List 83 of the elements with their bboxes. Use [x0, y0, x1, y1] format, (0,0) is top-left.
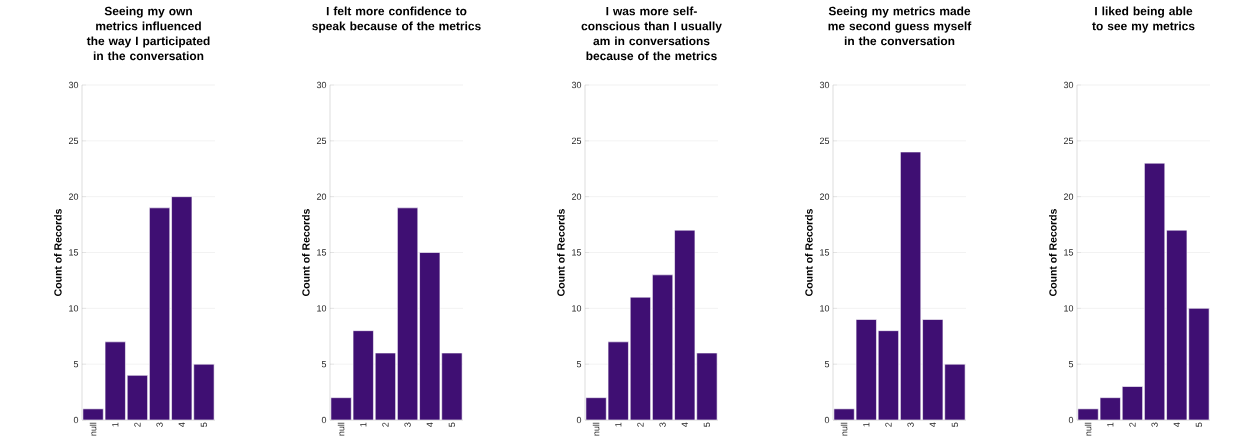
bar [696, 352, 718, 420]
x-tick-label: 1 [615, 422, 622, 427]
x-tick-label: 3 [404, 422, 411, 427]
y-tick-label: 30 [68, 81, 79, 89]
y-tick-label: 20 [68, 193, 79, 200]
y-tick-label: 30 [819, 81, 830, 89]
bar [1188, 308, 1210, 420]
x-tick-label: 2 [637, 422, 644, 427]
x-tick-label: 1 [112, 422, 119, 427]
y-tick-label: 20 [571, 193, 582, 200]
x-tick-label: 2 [885, 422, 892, 427]
y-tick-label: 5 [1068, 361, 1074, 368]
x-tick-label: 3 [1151, 422, 1158, 427]
chart-title: I liked being able to see my metrics [1092, 6, 1195, 33]
y-axis-title: Count of Records [53, 209, 62, 296]
x-tick-label: 4 [426, 422, 433, 427]
y-tick-label: 20 [819, 193, 830, 200]
y-tick-label: 0 [321, 416, 327, 424]
y-tick-label: 5 [73, 361, 79, 368]
x-tick-label: 1 [1107, 422, 1114, 427]
y-tick-label: 5 [321, 361, 327, 368]
bar [652, 274, 674, 420]
bar [1144, 162, 1166, 420]
y-tick-label: 15 [1064, 249, 1074, 256]
y-axis-title: Count of Records [556, 209, 565, 296]
x-tick-label: null [1084, 422, 1092, 436]
x-tick-label: null [89, 422, 97, 436]
x-tick-label: 4 [1173, 422, 1180, 427]
y-tick-label: 25 [68, 137, 79, 145]
x-tick-label: 5 [1195, 422, 1203, 427]
y-tick-label: 20 [316, 193, 327, 200]
y-tick-label: 10 [572, 305, 582, 312]
y-tick-label: 10 [820, 305, 830, 312]
x-tick-label: 5 [951, 422, 959, 427]
y-tick-label: 20 [1063, 193, 1074, 200]
x-tick-label: 4 [681, 422, 688, 427]
x-tick-label: 3 [659, 422, 666, 427]
bar [674, 229, 696, 420]
x-tick-label: 4 [178, 422, 185, 427]
y-axis-title: Count of Records [1049, 209, 1057, 296]
x-tick-label: 1 [863, 422, 870, 427]
x-tick-label: 5 [200, 422, 208, 427]
x-tick-label: 3 [156, 422, 163, 427]
bar [607, 341, 629, 420]
y-tick-label: 15 [820, 249, 830, 256]
y-tick-label: 0 [576, 416, 582, 424]
y-tick-label: 30 [1063, 81, 1074, 89]
y-tick-label: 15 [572, 249, 582, 256]
y-tick-label: 10 [317, 305, 327, 312]
y-axis-title: Count of Records [805, 209, 813, 296]
y-tick-label: 15 [317, 249, 327, 256]
bar [629, 296, 651, 420]
chart-title: Seeing my own metrics influenced the way I participated in the conversation [86, 6, 210, 61]
chart-title: I was more self-conscious than I usually am in conversations because of the metrics [581, 6, 722, 61]
x-tick-label: null [337, 422, 345, 436]
y-tick-label: 10 [69, 305, 79, 312]
y-tick-label: 25 [316, 137, 327, 145]
x-tick-label: 1 [360, 422, 367, 427]
x-tick-label: 5 [703, 422, 711, 427]
y-tick-label: 25 [571, 137, 582, 145]
x-tick-label: null [840, 422, 848, 436]
y-axis-title: Count of Records [301, 209, 310, 296]
y-tick-label: 0 [73, 416, 79, 424]
x-tick-label: null [592, 422, 600, 436]
y-tick-label: 0 [1068, 416, 1074, 424]
y-tick-label: 15 [69, 249, 79, 256]
x-tick-label: 5 [448, 422, 456, 427]
x-tick-label: 3 [907, 422, 914, 427]
y-tick-label: 25 [1063, 137, 1074, 145]
y-tick-label: 0 [824, 416, 830, 424]
bar [1166, 229, 1188, 420]
y-tick-label: 30 [571, 81, 582, 89]
chart-title: Seeing my metrics made me second guess myself in the conversation [828, 6, 972, 46]
x-tick-label: 2 [382, 422, 389, 427]
chart-title: I felt more confidence to speak because of the metrics [312, 6, 481, 33]
x-tick-label: 4 [929, 422, 936, 427]
y-tick-label: 5 [824, 361, 830, 368]
y-tick-label: 10 [1064, 305, 1074, 312]
x-tick-label: 2 [1129, 422, 1136, 427]
y-tick-label: 25 [819, 137, 830, 145]
y-tick-label: 5 [576, 361, 582, 368]
x-tick-label: 2 [134, 422, 141, 427]
y-tick-label: 30 [316, 81, 327, 89]
